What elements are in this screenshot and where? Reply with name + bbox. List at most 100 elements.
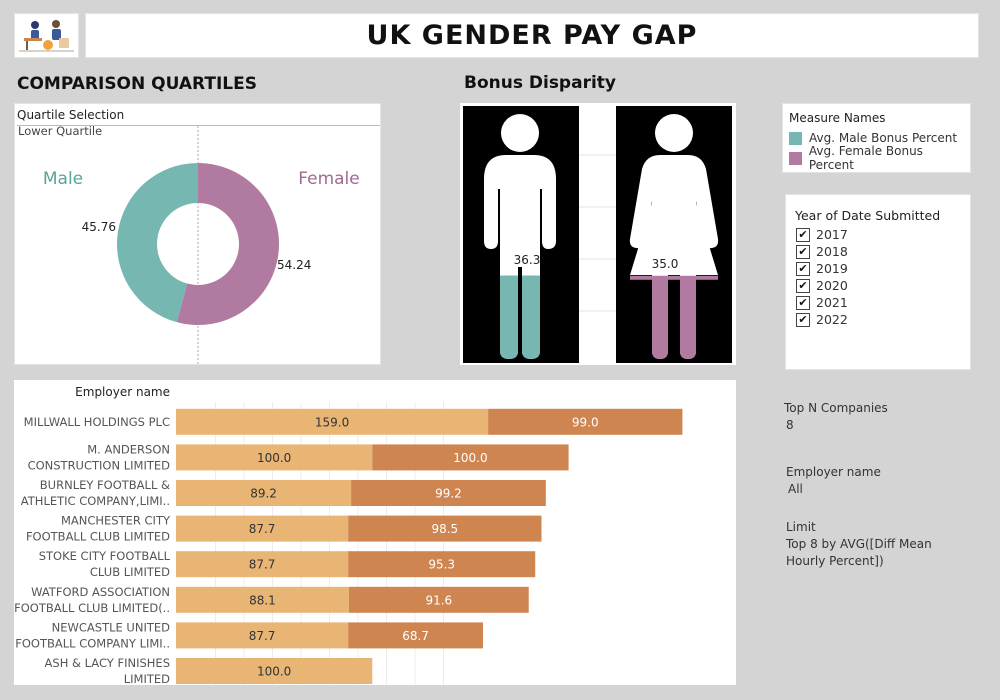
employer-bar-segment-1[interactable] [176, 515, 349, 542]
year-option-2020[interactable]: ✔ 2020 [796, 277, 970, 294]
female-pictogram-icon [629, 114, 719, 359]
employer-bar-value-label: 98.5 [431, 522, 458, 536]
employer-bar-segment-1[interactable] [176, 586, 349, 613]
legend-item-female[interactable]: Avg. Female Bonus Percent [789, 144, 970, 172]
year-label: 2021 [816, 295, 848, 310]
topn-value[interactable]: 8 [786, 418, 794, 432]
bonus-title: Bonus Disparity [464, 73, 616, 93]
year-option-2017[interactable]: ✔ 2017 [796, 226, 970, 243]
year-option-2021[interactable]: ✔ 2021 [796, 294, 970, 311]
female-bonus-value-label: 35.0 [652, 257, 679, 271]
male-bonus-value-label: 36.3 [514, 253, 541, 267]
employer-bar-value-label: 100.0 [257, 451, 291, 465]
year-filter-panel: Year of Date Submitted ✔ 2017 ✔ 2018 ✔ 2019… [785, 194, 971, 370]
employer-bar-segment-2[interactable] [348, 515, 542, 542]
legend-item-male[interactable]: Avg. Male Bonus Percent [789, 128, 970, 148]
limit-line-1: Top 8 by AVG([Diff Mean [786, 537, 932, 551]
employer-label: NEWCASTLE UNITED [52, 620, 170, 634]
legend-label-male: Avg. Male Bonus Percent [809, 131, 958, 145]
employer-label: FOOTBALL COMPANY LIMI.. [15, 636, 170, 650]
employer-bar-value-label: 87.7 [249, 558, 276, 572]
employer-label: M. ANDERSON [87, 442, 170, 456]
employer-bar-segment-1[interactable] [176, 622, 349, 649]
limit-line-2: Hourly Percent]) [786, 554, 884, 568]
donut-chart: 45.76 54.24 Male Female [43, 126, 360, 366]
logo [14, 13, 79, 58]
year-label: 2022 [816, 312, 848, 327]
employer-bar-segment-2[interactable] [348, 622, 484, 649]
year-option-2022[interactable]: ✔ 2022 [796, 311, 970, 328]
employer-bar-segment-1[interactable] [176, 551, 349, 578]
donut-value-male: 45.76 [82, 220, 116, 234]
employer-bar-segment-1[interactable] [176, 480, 352, 506]
employer-bar-segment-1[interactable] [176, 658, 373, 684]
bar-axis-title: Employer name [75, 385, 170, 399]
employer-bar-value-label: 89.2 [250, 487, 277, 501]
employer-bar-value-label: 87.7 [249, 629, 276, 643]
measure-legend: Measure Names Avg. Male Bonus Percent Av… [782, 103, 971, 173]
donut-label-male: Male [43, 169, 83, 189]
donut-slice-male[interactable] [116, 163, 198, 323]
year-option-2018[interactable]: ✔ 2018 [796, 243, 970, 260]
checkbox-checked-icon[interactable]: ✔ [796, 261, 810, 276]
employer-bar-segment-1[interactable] [176, 408, 489, 435]
legend-title: Measure Names [789, 111, 886, 125]
employer-bar-value-label: 100.0 [453, 451, 487, 465]
checkbox-checked-icon[interactable]: ✔ [796, 312, 810, 327]
employer-label: WATFORD ASSOCIATION [31, 585, 170, 599]
year-label: 2017 [816, 227, 848, 242]
legend-label-female: Avg. Female Bonus Percent [808, 144, 923, 172]
female-bonus-bar[interactable] [652, 279, 696, 359]
quartile-selection-value[interactable]: Lower Quartile [18, 124, 103, 138]
employer-filter-label: Employer name [786, 465, 881, 479]
checkbox-checked-icon[interactable]: ✔ [796, 278, 810, 293]
employer-bar-value-label: 159.0 [315, 415, 349, 429]
female-bonus-level-line [630, 275, 718, 280]
office-workers-icon [19, 20, 74, 52]
year-label: 2019 [816, 261, 848, 276]
quartile-selection-label: Quartile Selection [17, 106, 380, 126]
limit-label: Limit [786, 520, 816, 534]
bonus-chart: 36.3 35.0 [463, 106, 732, 363]
employer-label: LIMITED [124, 672, 170, 685]
employer-bar-segment-2[interactable] [351, 480, 546, 506]
employer-bar-segment-1[interactable] [176, 444, 373, 471]
employer-bar-value-label: 91.6 [425, 593, 452, 607]
employer-label: ASH & LACY FINISHES [45, 656, 170, 670]
topn-label: Top N Companies [784, 401, 888, 415]
employer-bar-segment-2[interactable] [372, 444, 569, 471]
year-label: 2018 [816, 244, 848, 259]
checkbox-checked-icon[interactable]: ✔ [796, 227, 810, 242]
male-bonus-bar[interactable] [500, 189, 540, 359]
employer-bar-segment-2[interactable] [348, 551, 536, 578]
legend-swatch-female [789, 151, 802, 165]
employer-bar-value-label: 99.2 [435, 487, 462, 501]
employer-bar-panel: Employer name MILLWALL HOLDINGS PLC 159.0… [14, 380, 736, 686]
employer-label: MILLWALL HOLDINGS PLC [24, 415, 170, 429]
female-bonus-fill [630, 275, 718, 359]
employer-label: FOOTBALL CLUB LIMITED(.. [14, 601, 170, 615]
employer-bar-value-label: 87.7 [249, 522, 276, 536]
donut-label-female: Female [298, 169, 359, 189]
year-option-2019[interactable]: ✔ 2019 [796, 260, 970, 277]
year-label: 2020 [816, 278, 848, 293]
dashboard-title: UK GENDER PAY GAP [366, 20, 698, 51]
donut-slice-female[interactable] [176, 163, 279, 325]
employer-bar-segment-2[interactable] [488, 408, 683, 435]
employer-bar-value-label: 100.0 [257, 665, 291, 679]
employer-label: STOKE CITY FOOTBALL [39, 549, 171, 563]
dashboard-title-bar: UK GENDER PAY GAP [85, 13, 979, 58]
employer-filter-value[interactable]: All [788, 482, 803, 496]
employer-label: CONSTRUCTION LIMITED [28, 458, 171, 472]
checkbox-checked-icon[interactable]: ✔ [796, 244, 810, 259]
employer-label: BURNLEY FOOTBALL & [40, 478, 170, 492]
employer-label: CLUB LIMITED [90, 565, 170, 579]
employer-bar-value-label: 88.1 [249, 593, 276, 607]
employer-bar-value-label: 95.3 [428, 558, 455, 572]
donut-value-female: 54.24 [277, 258, 311, 272]
checkbox-checked-icon[interactable]: ✔ [796, 295, 810, 310]
employer-label: MANCHESTER CITY [61, 514, 171, 528]
employer-bar-value-label: 68.7 [402, 629, 429, 643]
employer-bar-segment-2[interactable] [348, 586, 529, 613]
employer-bar-value-label: 99.0 [572, 415, 599, 429]
